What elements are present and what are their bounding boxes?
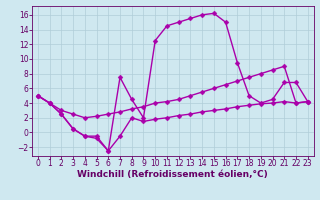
- X-axis label: Windchill (Refroidissement éolien,°C): Windchill (Refroidissement éolien,°C): [77, 170, 268, 179]
